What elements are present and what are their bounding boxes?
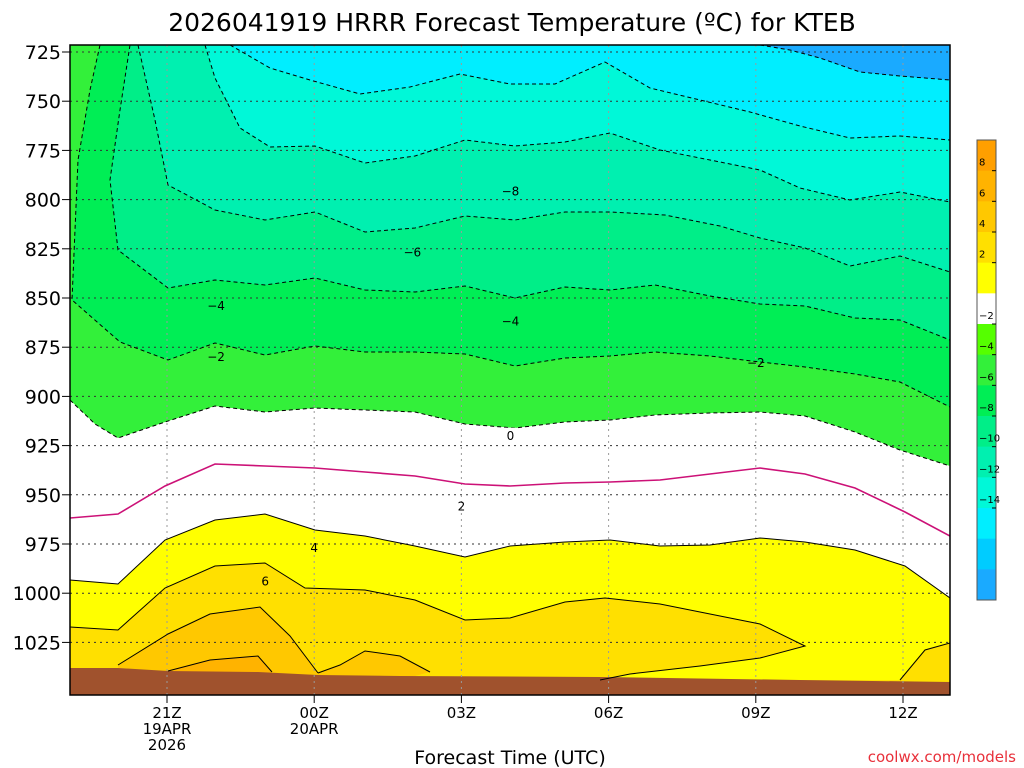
contour-line-minus-6 — [137, 45, 950, 273]
contour-label: −4 — [207, 299, 225, 313]
colorbar-swatch — [977, 416, 996, 448]
x-tick-label: 20APR — [290, 720, 339, 738]
y-tick-label: 825 — [25, 239, 61, 261]
contour-line-minus-10 — [229, 45, 950, 141]
credit-text: coolwx.com/models — [868, 748, 1016, 766]
contour-label-bg — [504, 427, 516, 442]
contour-label: 4 — [310, 541, 318, 555]
colorbar-label: 2 — [979, 250, 985, 261]
contour-label: −2 — [747, 356, 765, 370]
grid-layer — [70, 45, 950, 695]
colorbar-label: −14 — [979, 495, 1000, 506]
contour-label: −4 — [502, 315, 520, 329]
colorbar: 8 6 4 2 −2 −4 −6 −8 −10 −12 −14 — [976, 139, 1000, 601]
colorbar-swatch — [977, 538, 996, 570]
x-tick-label: 2026 — [148, 736, 186, 754]
colorbar-label: 6 — [979, 188, 985, 199]
contour-line-zero — [70, 463, 950, 537]
contour-line-6 — [117, 606, 319, 674]
colorbar-swatch — [977, 232, 996, 264]
colorbar-label: −2 — [979, 311, 994, 322]
colorbar-swatch — [977, 293, 996, 325]
y-tick-label: 1000 — [13, 583, 61, 605]
band-6-to-8 — [118, 607, 430, 680]
colorbar-label: 8 — [979, 158, 985, 169]
colorbar-label: −8 — [979, 403, 994, 414]
colorbar-swatch — [977, 477, 996, 509]
colorbar-swatch — [977, 324, 996, 356]
contour-line-minus-2 — [70, 399, 950, 467]
x-tick-label: 06Z — [594, 704, 623, 722]
colorbar-label: −12 — [979, 464, 1000, 475]
vertical-gridlines — [166, 45, 904, 695]
contour-line-2 — [70, 513, 950, 599]
chart-title: 2026041919 HRRR Forecast Temperature (ºC… — [168, 8, 856, 37]
colorbar-swatch — [977, 446, 996, 478]
contour-label: 0 — [507, 429, 515, 443]
horizontal-gridlines — [70, 51, 950, 643]
contour-label: 6 — [261, 574, 269, 588]
x-axis-label: Forecast Time (UTC) — [414, 747, 605, 768]
y-tick-label: 775 — [25, 140, 61, 162]
x-tick-label: 03Z — [447, 704, 476, 722]
contour-label: 2 — [458, 500, 466, 514]
y-tick-label: 1025 — [13, 632, 61, 654]
colorbar-label: −4 — [979, 342, 994, 353]
x-tick-label: 09Z — [741, 704, 770, 722]
x-tick-label: 12Z — [888, 704, 917, 722]
contour-label: −8 — [502, 185, 520, 199]
contour-line-4 — [70, 562, 807, 681]
contour-line-minus-2-upper — [71, 45, 950, 408]
colorbar-swatch — [977, 508, 996, 540]
contour-label: −6 — [403, 246, 421, 260]
contour-label: −2 — [207, 350, 225, 364]
colorbar-swatch — [977, 385, 996, 417]
colorbar-swatch — [977, 170, 996, 202]
x-tick-label: 00Z — [300, 704, 329, 722]
colorbar-swatch — [977, 140, 996, 172]
y-tick-label: 875 — [25, 337, 61, 359]
y-tick-label: 975 — [25, 534, 61, 556]
colorbar-label: 4 — [979, 219, 985, 230]
colorbar-swatch — [977, 201, 996, 233]
colorbar-swatch — [977, 354, 996, 386]
colorbar-swatch — [977, 262, 996, 294]
band-minus-14 — [760, 45, 950, 80]
y-axis: 725 750 775 800 825 850 875 900 925 950 975 1000 102… — [13, 42, 70, 654]
ground-surface — [70, 668, 950, 695]
y-tick-label: 950 — [25, 485, 61, 507]
plot-frame — [69, 44, 951, 696]
colorbar-label: −6 — [979, 372, 994, 383]
y-tick-label: 800 — [25, 190, 61, 212]
contour-line-8 — [167, 655, 273, 673]
contour-line-6-b — [317, 650, 431, 674]
contour-line-minus-8 — [204, 45, 950, 203]
contour-labels: −8 −6 −4 −4 −2 −2 0 2 4 6 — [207, 185, 765, 589]
contour-line-minus-4 — [109, 45, 950, 341]
colorbar-label: −10 — [979, 434, 1000, 445]
contour-line-4-right — [899, 642, 950, 681]
y-tick-label: 925 — [25, 436, 61, 458]
colorbar-frame — [976, 139, 997, 601]
x-tick-label: 21Z — [152, 704, 181, 722]
y-tick-label: 850 — [25, 288, 61, 310]
y-tick-label: 750 — [25, 91, 61, 113]
x-tick-label: 19APR — [143, 720, 192, 738]
y-tick-label: 900 — [25, 386, 61, 408]
contour-line-layer — [70, 45, 950, 681]
colorbar-swatch — [977, 569, 996, 601]
y-tick-label: 725 — [25, 42, 61, 64]
contour-fill-layer — [70, 45, 950, 695]
